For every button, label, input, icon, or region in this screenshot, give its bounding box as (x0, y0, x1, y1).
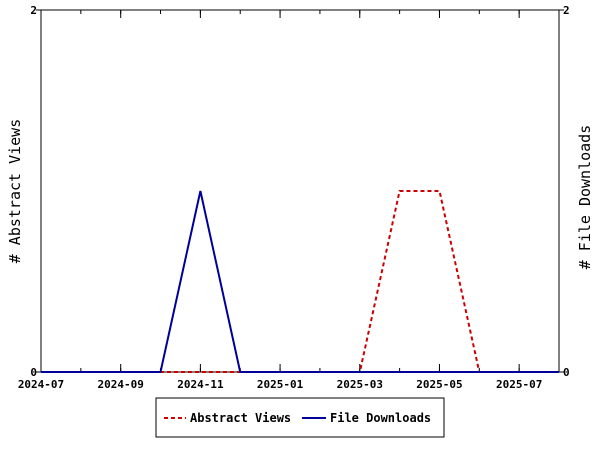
x-tick-label: 2025-01 (257, 378, 304, 391)
legend-box (155, 397, 445, 438)
legend-label-abstract-views: Abstract Views (190, 411, 291, 425)
x-tick-label: 2024-07 (18, 378, 64, 391)
y-right-tick-label: 2 (563, 4, 570, 17)
y-axes: 0 2 0 2 (30, 4, 569, 379)
y-right-tick-label: 0 (563, 366, 570, 379)
x-tick-label: 2025-03 (337, 378, 383, 391)
y-axis-right-title: # File Downloads (576, 125, 594, 270)
x-tick-label: 2025-07 (496, 378, 542, 391)
x-tick-label: 2024-09 (98, 378, 144, 391)
plot-area (40, 9, 560, 373)
x-axis: 2024-07 2024-09 2024-11 2025-01 2025-03 2025-… (18, 10, 560, 391)
y-left-tick-label: 0 (30, 366, 37, 379)
series-line-file-downloads (41, 190, 559, 373)
legend-label-file-downloads: File Downloads (330, 411, 431, 425)
y-left-tick-label: 2 (30, 4, 37, 17)
legend: Abstract Views File Downloads (155, 397, 445, 438)
x-tick-label: 2024-11 (177, 378, 224, 391)
y-axis-left-title: # Abstract Views (6, 119, 24, 264)
series-layer (41, 190, 559, 373)
x-tick-label: 2025-05 (416, 378, 462, 391)
